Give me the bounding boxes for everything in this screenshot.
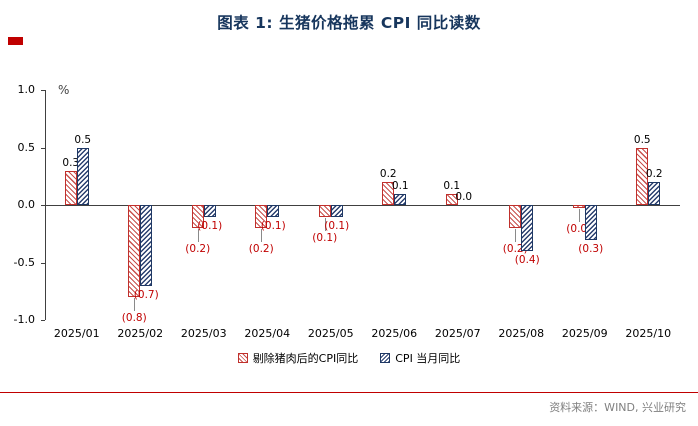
legend-swatch-cpi-yoy-icon xyxy=(380,353,391,363)
bar-ex-pork-cpi-2025/10 xyxy=(636,147,649,205)
bar-ex-pork-cpi-2025/04 xyxy=(255,205,268,228)
data-label: 0.2 xyxy=(379,168,397,180)
data-label: (0.2) xyxy=(502,243,528,255)
data-label: (0.0) xyxy=(566,223,592,235)
legend-swatch-ex-pork-cpi-icon xyxy=(237,353,248,363)
x-axis: 2025/01 2025/02 2025/03 2025/04 2025/05 2025/… xyxy=(45,327,680,343)
data-label: 0.5 xyxy=(633,133,651,146)
legend-item-cpi-yoy: CPI 当月同比 xyxy=(380,350,460,366)
x-axis-category-label: 2025/04 xyxy=(244,327,291,340)
y-axis-tick-label: -1.0 xyxy=(13,313,35,326)
bar-cpi-yoy-2025/08 xyxy=(521,205,534,251)
bar-cpi-yoy-2025/02 xyxy=(140,205,153,286)
x-axis-category-label: 2025/06 xyxy=(371,327,418,340)
data-label: (0.4) xyxy=(514,254,540,266)
bar-ex-pork-cpi-2025/06 xyxy=(382,182,395,205)
data-label-leader-line xyxy=(578,209,580,222)
legend-item-ex-pork-cpi: 剔除猪肉后的CPI同比 xyxy=(237,350,359,366)
source-note: 资料来源：WIND, 兴业研究 xyxy=(549,401,686,414)
bar-cpi-yoy-2025/06 xyxy=(394,193,407,205)
data-label: 0.5 xyxy=(74,133,92,146)
legend-label-cpi-yoy: CPI 当月同比 xyxy=(395,352,461,365)
data-label: 0.0 xyxy=(455,191,473,203)
y-axis-tick-mark xyxy=(41,320,45,321)
plot-area: % 0.3 0.5 (0.8) (0.7) (0.2) (0.1) (0.2) (0.1) (0… xyxy=(41,83,680,324)
bar-ex-pork-cpi-2025/09 xyxy=(572,205,585,208)
data-label-leader-line xyxy=(261,229,263,242)
x-axis-category-label: 2025/05 xyxy=(307,327,354,340)
x-axis-zero-line xyxy=(45,205,680,206)
bar-cpi-yoy-2025/01 xyxy=(76,147,89,205)
data-label: (0.7) xyxy=(133,288,159,301)
x-axis-category-label: 2025/03 xyxy=(180,327,227,340)
bar-cpi-yoy-2025/10 xyxy=(648,182,661,205)
bar-ex-pork-cpi-2025/03 xyxy=(191,205,204,228)
x-axis-category-label: 2025/09 xyxy=(561,327,608,340)
chart-legend: 剔除猪肉后的CPI同比 CPI 当月同比 xyxy=(0,350,698,366)
y-axis-unit-label: % xyxy=(58,83,70,97)
data-label: (0.1) xyxy=(324,219,350,232)
data-label: (0.1) xyxy=(197,219,223,232)
x-axis-category-label: 2025/10 xyxy=(625,327,672,340)
y-axis-tick-label: 1.0 xyxy=(17,83,36,96)
y-axis-tick-label: 0.0 xyxy=(17,198,36,211)
footer-divider-line xyxy=(0,392,698,393)
data-label-leader-line xyxy=(197,229,199,242)
y-axis-tick-mark xyxy=(41,90,45,91)
data-label: 0.3 xyxy=(62,156,80,169)
y-axis-tick-label: -0.5 xyxy=(13,255,35,269)
title-accent-marker xyxy=(8,37,23,45)
bar-ex-pork-cpi-2025/02 xyxy=(128,205,141,297)
x-axis-category-label: 2025/07 xyxy=(434,327,481,340)
x-axis-category-label: 2025/02 xyxy=(117,327,164,340)
bar-cpi-yoy-2025/05 xyxy=(330,205,343,217)
data-label: (0.1) xyxy=(312,231,338,244)
data-label: (0.2) xyxy=(248,243,274,255)
bar-ex-pork-cpi-2025/07 xyxy=(445,193,458,205)
y-axis: 1.0 0.5 0.0 -0.5 -1.0 xyxy=(0,84,40,326)
x-axis-category-label: 2025/08 xyxy=(498,327,545,340)
data-label: 0.1 xyxy=(391,179,409,192)
data-label: (0.3) xyxy=(578,242,604,255)
bar-cpi-yoy-2025/09 xyxy=(584,205,597,240)
x-axis-category-label: 2025/01 xyxy=(53,327,100,340)
bar-cpi-yoy-2025/04 xyxy=(267,205,280,217)
y-axis-tick-mark xyxy=(41,262,45,264)
legend-label-ex-pork-cpi: 剔除猪肉后的CPI同比 xyxy=(252,352,359,365)
data-label-leader-line xyxy=(134,298,136,311)
bar-cpi-yoy-2025/03 xyxy=(203,205,216,217)
bar-ex-pork-cpi-2025/05 xyxy=(318,205,331,217)
y-axis-tick-mark xyxy=(41,147,45,149)
data-label-leader-line xyxy=(324,217,326,231)
y-axis-tick-mark xyxy=(41,205,45,206)
bar-ex-pork-cpi-2025/01 xyxy=(64,170,77,205)
data-label: (0.1) xyxy=(260,219,286,232)
data-label: (0.8) xyxy=(121,312,147,324)
bar-ex-pork-cpi-2025/08 xyxy=(509,205,522,228)
y-axis-tick-label: 0.5 xyxy=(17,140,36,154)
data-label: (0.2) xyxy=(185,243,211,255)
data-label-leader-line xyxy=(515,229,517,242)
chart-title: 图表 1: 生猪价格拖累 CPI 同比读数 xyxy=(217,14,481,32)
data-label: 0.1 xyxy=(443,179,461,192)
data-label: 0.2 xyxy=(645,168,663,180)
